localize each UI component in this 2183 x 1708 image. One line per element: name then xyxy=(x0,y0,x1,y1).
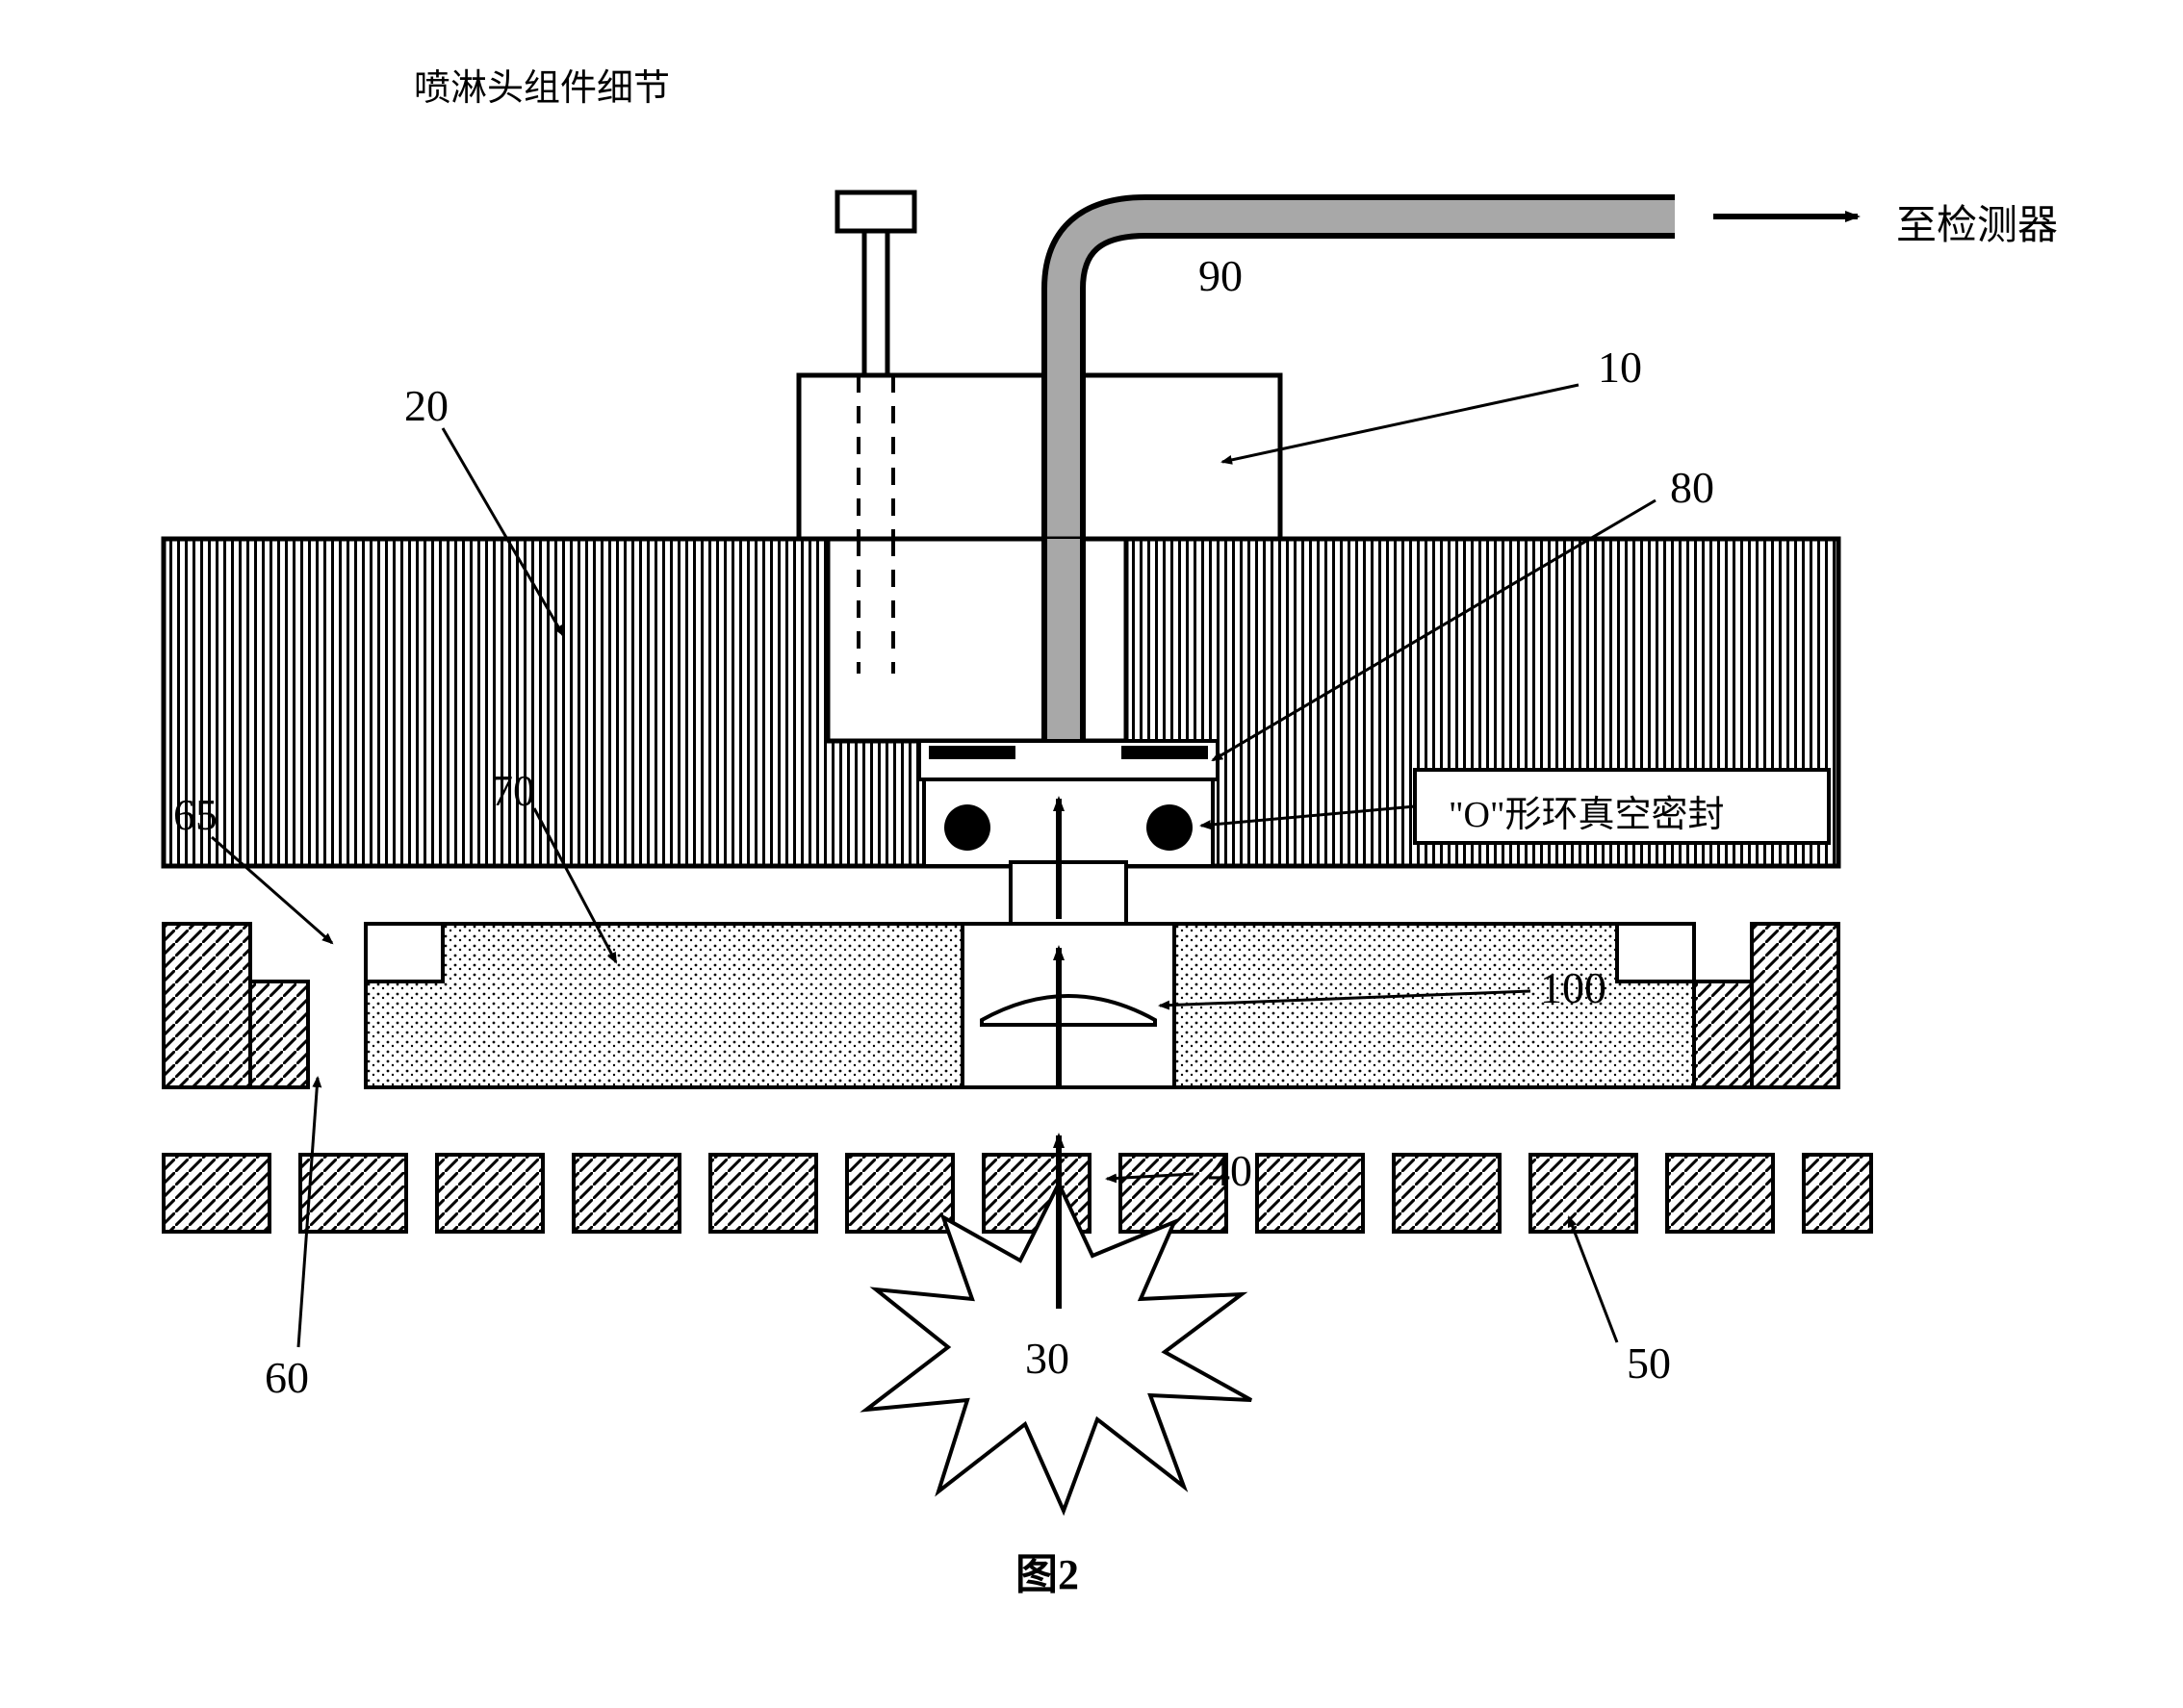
label-to-detector: 至检测器 xyxy=(1896,192,2058,251)
label-50: 50 xyxy=(1627,1338,1671,1389)
label-30: 30 xyxy=(1025,1333,1069,1384)
right-support xyxy=(1694,924,1838,1087)
diagram-title: 喷淋头组件细节 xyxy=(414,58,670,111)
label-65: 65 xyxy=(173,789,218,840)
bolt-head xyxy=(837,192,914,231)
leader-50 xyxy=(1569,1217,1617,1342)
mount-block xyxy=(799,375,1280,539)
label-40: 40 xyxy=(1208,1145,1252,1196)
label-20: 20 xyxy=(404,380,449,431)
label-60: 60 xyxy=(265,1352,309,1403)
bolt-shank xyxy=(864,231,887,375)
label-oring-seal: "O"形环真空密封 xyxy=(1449,784,1724,837)
contact-pad-right xyxy=(1121,746,1208,759)
left-support xyxy=(164,924,308,1087)
shower-plate xyxy=(164,1155,1871,1232)
label-70: 70 xyxy=(491,765,535,816)
oring-left xyxy=(944,804,990,851)
label-100: 100 xyxy=(1540,962,1606,1013)
diagram-svg xyxy=(0,0,2183,1708)
label-80: 80 xyxy=(1670,462,1714,513)
oring-right xyxy=(1146,804,1193,851)
label-90: 90 xyxy=(1198,250,1243,301)
label-10: 10 xyxy=(1598,342,1642,393)
figure-canvas: 喷淋头组件细节 至检测器 90 10 20 80 "O"形环真空密封 100 6… xyxy=(0,0,2183,1708)
insulator-left xyxy=(366,924,963,1087)
figure-caption: 图2 xyxy=(1015,1540,1079,1601)
throat xyxy=(1011,862,1126,924)
contact-pad-left xyxy=(929,746,1015,759)
